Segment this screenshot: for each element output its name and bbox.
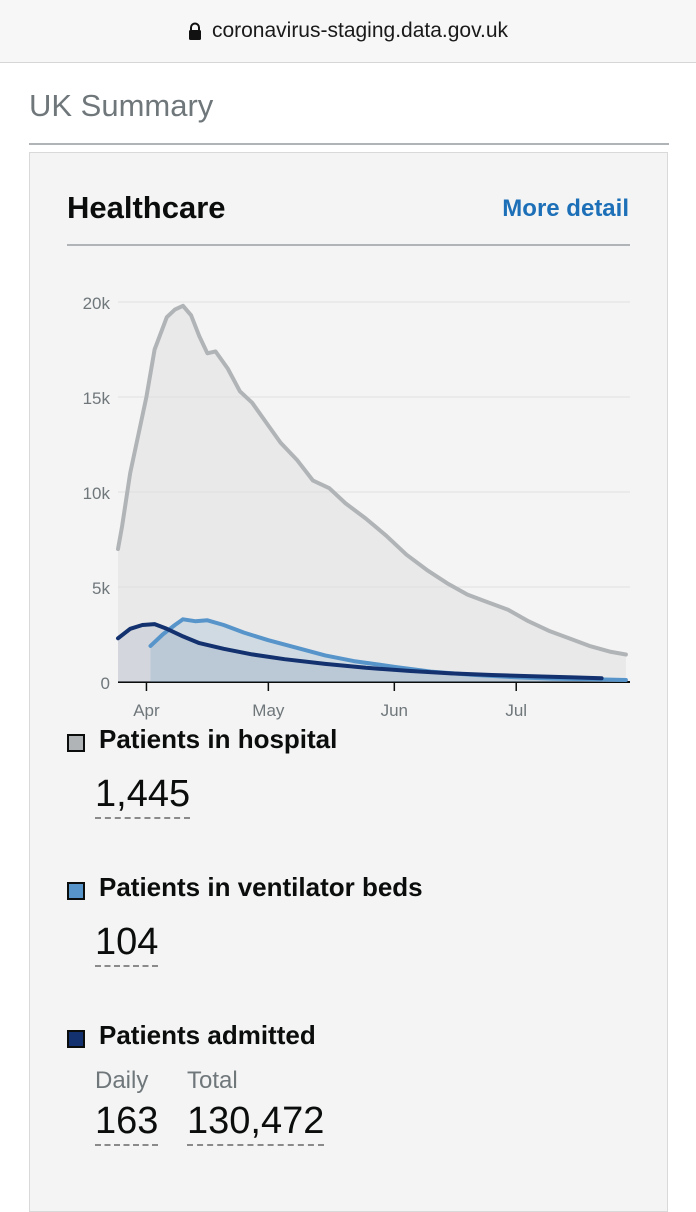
- hospital-swatch: [67, 733, 85, 752]
- ventilator-value[interactable]: 104: [95, 923, 159, 967]
- admitted-swatch: [67, 1029, 85, 1048]
- hospital-label: Patients in hospital: [99, 724, 338, 754]
- lock-icon: [188, 22, 201, 40]
- admitted-total-label: Total: [187, 1067, 238, 1094]
- y-tick-label: 0: [101, 674, 110, 693]
- admitted-total-value[interactable]: 130,472: [187, 1102, 325, 1146]
- ventilator-label: Patients in ventilator beds: [99, 872, 423, 902]
- x-tick-label: Jul: [505, 701, 527, 720]
- legend-admitted: Patients admitted: [67, 1020, 316, 1051]
- more-detail-link[interactable]: More detail: [502, 195, 629, 222]
- page-title: UK Summary: [29, 88, 214, 123]
- page-title-divider: [29, 143, 669, 145]
- admitted-daily-label: Daily: [95, 1067, 149, 1094]
- y-tick-label: 10k: [83, 484, 111, 503]
- y-tick-label: 5k: [92, 579, 110, 598]
- ventilator-area: [150, 619, 626, 682]
- url-text: coronavirus-staging.data.gov.uk: [211, 19, 509, 42]
- x-tick-label: May: [252, 701, 285, 720]
- hospital-value[interactable]: 1,445: [95, 775, 191, 819]
- hospital-area: [118, 305, 626, 682]
- healthcare-chart: 0 5k 10k 15k 20k Apr May Jun Jul: [83, 294, 630, 720]
- admitted-daily-value[interactable]: 163: [95, 1102, 159, 1146]
- y-tick-label: 20k: [83, 294, 111, 313]
- admitted-line: [116, 622, 604, 681]
- admitted-area: [118, 624, 602, 682]
- legend-ventilator: Patients in ventilator beds: [67, 872, 423, 903]
- card-title-divider: [67, 244, 630, 246]
- card-title: Healthcare: [67, 190, 226, 225]
- hospital-line: [116, 303, 628, 657]
- legend-hospital: Patients in hospital: [67, 724, 337, 755]
- browser-address-bar[interactable]: coronavirus-staging.data.gov.uk: [0, 0, 696, 63]
- admitted-label: Patients admitted: [99, 1020, 316, 1050]
- ventilator-swatch: [67, 881, 85, 900]
- y-tick-label: 15k: [83, 389, 111, 408]
- x-tick-label: Apr: [133, 701, 160, 720]
- x-tick-label: Jun: [381, 701, 408, 720]
